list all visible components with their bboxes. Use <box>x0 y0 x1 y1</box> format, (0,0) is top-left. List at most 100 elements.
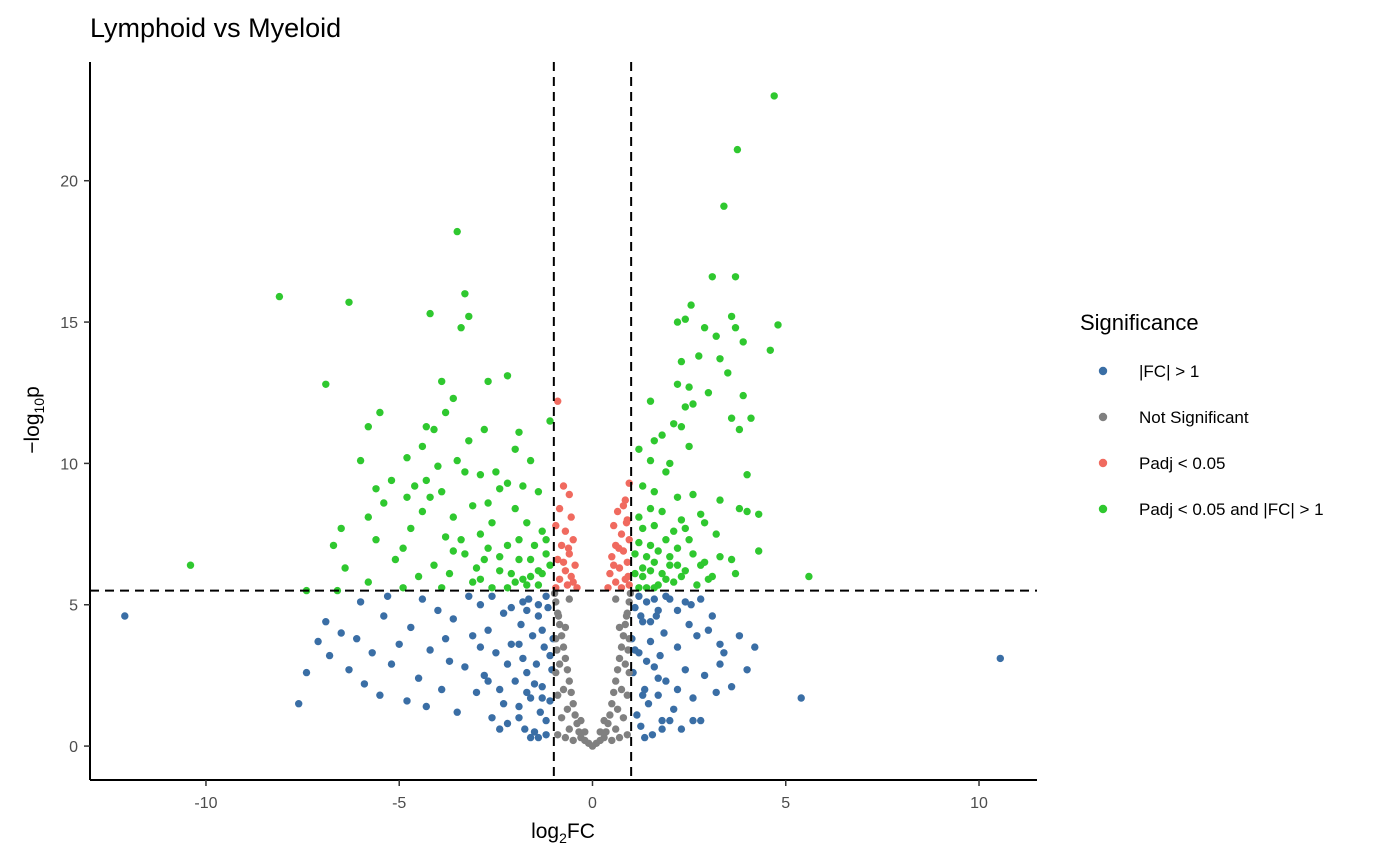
data-point <box>766 346 774 354</box>
data-point <box>569 536 577 544</box>
data-point <box>476 471 485 479</box>
data-point <box>554 691 562 699</box>
data-point <box>488 519 496 527</box>
data-point <box>567 513 575 521</box>
data-point <box>641 733 649 742</box>
legend-key-both <box>1098 504 1108 514</box>
data-point <box>658 431 666 439</box>
data-point <box>687 601 695 609</box>
data-point <box>642 657 651 665</box>
data-point <box>613 666 622 674</box>
data-point <box>526 572 535 581</box>
data-point <box>639 618 647 626</box>
data-point <box>615 733 624 742</box>
data-point <box>770 92 778 100</box>
data-point <box>503 584 512 592</box>
data-point <box>666 561 674 569</box>
data-point <box>536 708 544 716</box>
data-point <box>662 592 670 600</box>
data-point <box>624 646 632 654</box>
data-point <box>658 725 666 733</box>
data-point <box>542 592 550 600</box>
data-point <box>472 564 481 572</box>
data-point <box>542 550 550 558</box>
data-point <box>739 391 747 400</box>
data-point <box>383 592 392 600</box>
data-point <box>561 733 570 742</box>
data-point <box>755 547 763 555</box>
data-point <box>445 569 454 578</box>
data-point <box>660 629 668 637</box>
data-point <box>430 561 438 569</box>
data-point <box>422 423 430 431</box>
data-point <box>677 725 686 733</box>
data-point <box>507 603 515 612</box>
data-point <box>621 660 629 668</box>
legend-label-fc: |FC| > 1 <box>1139 362 1199 381</box>
data-point <box>615 654 624 663</box>
data-point <box>426 646 434 654</box>
series-fc <box>121 592 1004 742</box>
data-point <box>716 496 724 504</box>
data-point <box>557 541 566 550</box>
data-point <box>525 595 533 603</box>
data-point <box>345 666 353 674</box>
data-point <box>712 530 720 538</box>
data-point <box>677 516 686 524</box>
x-axis-ticks: -10 -5 0 5 10 <box>194 780 988 812</box>
data-point <box>476 575 485 583</box>
data-point <box>639 572 647 581</box>
points-layer <box>121 92 1004 750</box>
data-point <box>519 575 527 583</box>
data-point <box>499 609 508 617</box>
data-point <box>530 680 539 688</box>
data-point <box>662 677 670 685</box>
data-point <box>708 612 716 620</box>
x-axis-label: log2FC <box>531 820 595 846</box>
data-point <box>670 420 678 428</box>
data-point <box>712 688 720 697</box>
data-point <box>563 581 572 589</box>
data-point <box>619 714 628 722</box>
data-point <box>534 601 543 609</box>
data-point <box>453 227 461 236</box>
data-point <box>387 660 396 668</box>
data-point <box>511 445 519 453</box>
data-point <box>662 575 670 583</box>
data-point <box>542 536 550 544</box>
data-point <box>530 728 539 736</box>
data-point <box>731 273 740 281</box>
data-point <box>488 714 496 722</box>
data-point <box>621 620 629 629</box>
data-point <box>337 524 345 533</box>
data-point <box>523 581 531 589</box>
data-point <box>465 312 473 321</box>
data-point <box>564 544 573 552</box>
legend-key-ns <box>1098 412 1108 422</box>
data-point <box>613 507 622 516</box>
data-point <box>658 507 666 516</box>
data-point <box>652 612 660 620</box>
data-point <box>735 632 744 640</box>
data-point <box>503 372 512 380</box>
data-point <box>606 569 614 578</box>
data-point <box>407 524 415 533</box>
data-point <box>314 637 322 646</box>
data-point <box>637 612 645 620</box>
data-point <box>681 315 689 323</box>
data-point <box>600 733 608 742</box>
series-both <box>186 92 813 595</box>
data-point <box>438 377 446 386</box>
data-point <box>619 502 628 510</box>
data-point <box>411 482 419 490</box>
data-point <box>637 722 645 730</box>
data-point <box>302 668 311 677</box>
y-tick-label: 0 <box>69 739 78 756</box>
data-point <box>434 462 442 470</box>
data-point <box>484 544 492 552</box>
data-point <box>666 716 674 725</box>
legend-key-fc <box>1098 366 1108 376</box>
data-point <box>731 569 740 578</box>
x-tick-label: 10 <box>970 795 988 812</box>
data-point <box>673 544 682 552</box>
